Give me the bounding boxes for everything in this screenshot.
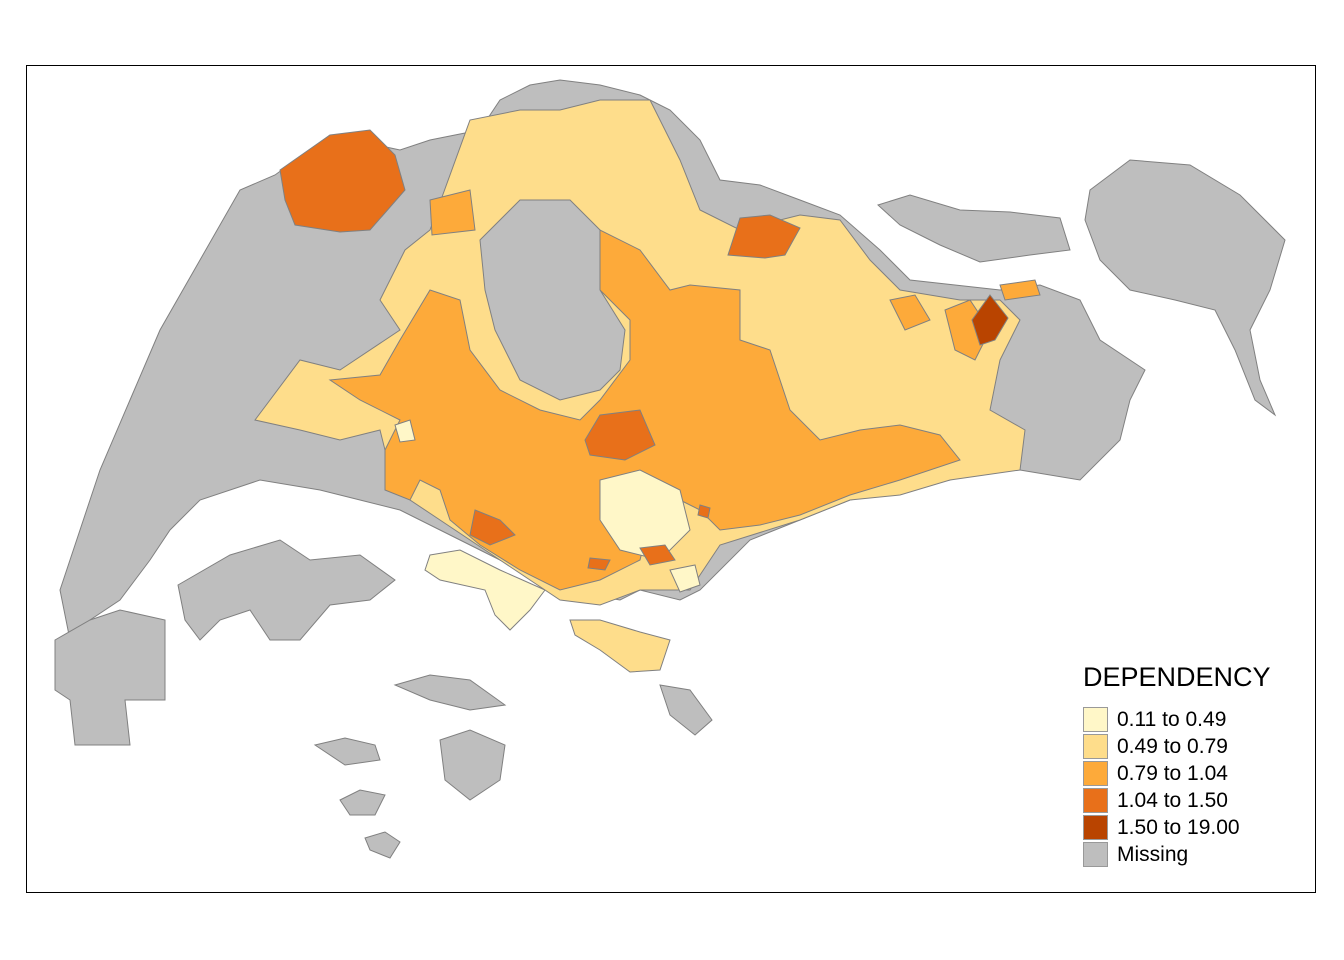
legend-swatch [1083, 707, 1108, 732]
legend-title: DEPENDENCY [1083, 662, 1271, 692]
lim-chu-kang-region [279, 129, 406, 233]
legend-label: 0.79 to 1.04 [1117, 761, 1228, 785]
legend-swatch [1083, 734, 1108, 759]
legend-label: 1.04 to 1.50 [1117, 788, 1228, 812]
jurong-island [177, 539, 396, 641]
zone-orange-band [328, 229, 961, 591]
legend-item: 1.50 to 19.00 [1083, 814, 1271, 841]
zone-orange-ne [999, 279, 1041, 301]
legend-swatch [1083, 761, 1108, 786]
legend-label: Missing [1117, 842, 1189, 866]
south-region-orange-2 [587, 557, 611, 571]
legend-swatch [1083, 815, 1108, 840]
central-catchment [479, 199, 626, 401]
legend-item: 1.04 to 1.50 [1083, 787, 1271, 814]
legend-item: 0.49 to 0.79 [1083, 733, 1271, 760]
legend-label: 0.49 to 0.79 [1117, 734, 1228, 758]
legend-item: 0.11 to 0.49 [1083, 706, 1271, 733]
sentosa [569, 619, 671, 673]
map-legend: DEPENDENCY 0.11 to 0.49 0.49 to 0.79 0.79 … [1083, 662, 1271, 868]
legend-item: 0.79 to 1.04 [1083, 760, 1271, 787]
legend-swatch [1083, 788, 1108, 813]
legend-label: 1.50 to 19.00 [1117, 815, 1240, 839]
island-south-2 [313, 737, 381, 766]
island-south-4 [364, 831, 401, 859]
island-south-3 [339, 789, 386, 816]
zone-pale-west [394, 419, 416, 443]
east-region-orange-small [697, 504, 711, 519]
western-reclaimed-land [54, 609, 166, 746]
central-region-orange [584, 409, 656, 461]
pulau-tekong [1084, 159, 1286, 417]
legend-swatch [1083, 842, 1108, 867]
map-frame [26, 65, 1316, 893]
island-south-5 [659, 684, 713, 736]
legend-item: Missing [1083, 841, 1271, 868]
zone-pale-south [669, 564, 701, 593]
sembawang-east-region [727, 214, 801, 259]
south-region-orange [639, 544, 676, 566]
island-south-1 [393, 674, 507, 711]
pulau-ubin [877, 194, 1071, 263]
zone-orange-north [429, 189, 476, 236]
legend-label: 0.11 to 0.49 [1117, 707, 1227, 731]
island-semakau [439, 729, 506, 801]
pasir-ris-dark-region [971, 294, 1009, 346]
zone-orange-east [889, 294, 931, 331]
zone-pale-central [599, 469, 691, 561]
reclaimed-pale-area [424, 549, 546, 631]
southwest-region-orange [469, 509, 516, 546]
